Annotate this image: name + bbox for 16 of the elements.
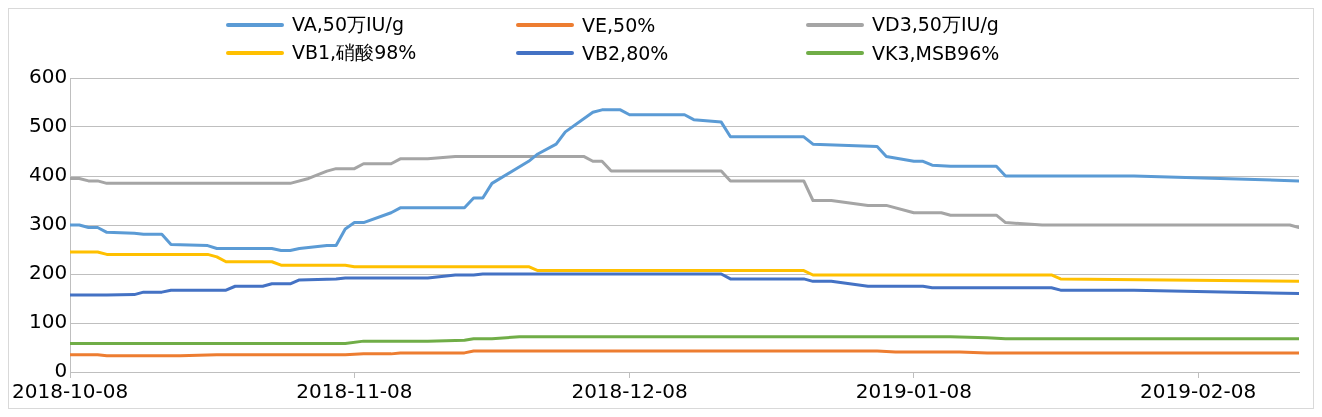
x-tick-label: 2018-12-08 xyxy=(571,379,688,404)
legend-label: VK3,MSB96% xyxy=(872,42,1000,64)
y-tick-label: 600 xyxy=(28,64,68,89)
legend-label: VB2,80% xyxy=(582,42,669,64)
y-tick-label: 400 xyxy=(28,162,68,187)
x-tick-label: 2019-02-08 xyxy=(1140,379,1257,404)
x-tick-label: 2018-11-08 xyxy=(296,379,413,404)
x-tick-label: 2019-01-08 xyxy=(855,379,972,404)
y-tick-label: 300 xyxy=(28,211,68,236)
y-tick-label: 200 xyxy=(28,260,68,285)
legend-label: VA,50万IU/g xyxy=(292,12,404,37)
legend-label: VB1,硝酸98% xyxy=(292,40,417,65)
y-tick-label: 100 xyxy=(28,309,68,334)
legend-label: VD3,50万IU/g xyxy=(872,12,999,37)
y-tick-label: 500 xyxy=(28,113,68,138)
legend-label: VE,50% xyxy=(582,14,656,36)
